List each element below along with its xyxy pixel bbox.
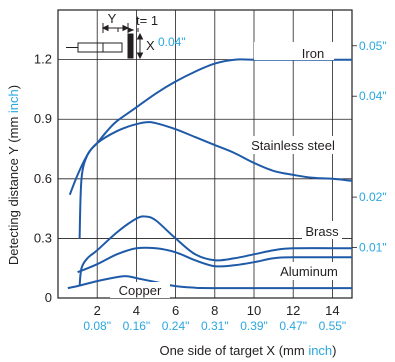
label-bg-iron <box>254 42 334 60</box>
y-tick-label: 0 <box>45 290 52 305</box>
x-tick-label: 10 <box>247 303 261 318</box>
x-tick-label: 12 <box>286 303 300 318</box>
y-secondary-tick-label: 0.01" <box>359 241 387 255</box>
t-arrow <box>127 27 135 33</box>
x-arrow-bottom <box>136 52 144 60</box>
y-arrow-left <box>101 24 109 32</box>
series-label-copper: Copper <box>119 283 162 298</box>
y-tick-label: 0.9 <box>34 111 52 126</box>
x-tick-label: 4 <box>133 303 140 318</box>
y-secondary-tick-label: 0.05" <box>359 39 387 53</box>
sensor-body <box>77 42 123 53</box>
inset-x-label: X <box>146 38 155 53</box>
inset-x-value: 0.04" <box>158 35 186 49</box>
sensor-diagram-inset: Y t= 1 X 0.04" <box>66 11 186 60</box>
x-secondary-tick-label: 0.47" <box>279 319 307 333</box>
x-tick-label: 8 <box>211 303 218 318</box>
series-line-brass <box>78 215 353 287</box>
x-axis-title-unit: inch <box>308 343 332 358</box>
y-tick-label: 1.2 <box>34 52 52 67</box>
x-secondary-tick-label: 0.55" <box>319 319 347 333</box>
y-secondary-tick-label: 0.04" <box>359 89 387 103</box>
x-arrow-top <box>136 32 144 40</box>
tick-labels: 0 0.3 0.6 0.9 1.2 0.01" 0.02" 0.04" 0.05" 20.08" 4… <box>34 39 387 333</box>
series-label-brass: Brass <box>305 224 339 239</box>
x-axis-title: One side of target X (mm inch) <box>159 343 336 358</box>
y-arrow-right <box>122 24 130 32</box>
target-plate <box>127 33 134 59</box>
label-bg-stainless <box>240 136 344 154</box>
series-line-stainless-steel <box>68 121 353 196</box>
label-bg-copper <box>110 282 170 298</box>
y-axis-title-unit: inch <box>6 89 21 113</box>
curves <box>67 58 353 290</box>
series-labels: Iron Stainless steel Brass Aluminum Copp… <box>110 42 346 298</box>
x-tick-label: 14 <box>325 303 339 318</box>
x-secondary-tick-label: 0.31" <box>201 319 229 333</box>
series-label-aluminum: Aluminum <box>280 264 338 279</box>
label-bg-brass <box>302 221 342 239</box>
y-tick-label: 0.3 <box>34 230 52 245</box>
series-label-iron: Iron <box>302 46 324 61</box>
series-label-stainless-steel: Stainless steel <box>251 138 335 153</box>
inset-thickness-label: t= 1 <box>136 13 158 28</box>
x-secondary-tick-label: 0.16" <box>123 319 151 333</box>
plot-frame <box>57 9 353 299</box>
label-bg-aluminum <box>270 262 346 280</box>
y-axis-title-close: ) <box>6 85 21 89</box>
y-axis-title: Detecting distance Y (mm inch) <box>6 85 21 265</box>
x-secondary-tick-label: 0.39" <box>240 319 268 333</box>
x-secondary-tick-label: 0.24" <box>162 319 190 333</box>
y-tick-label: 0.6 <box>34 171 52 186</box>
x-axis-title-close: ) <box>332 343 336 358</box>
x-tick-label: 2 <box>94 303 101 318</box>
y-secondary-tick-label: 0.02" <box>359 190 387 204</box>
series-line-copper <box>67 275 352 290</box>
y-axis-title-main: Detecting distance Y (mm <box>6 113 21 265</box>
x-tick-label: 6 <box>172 303 179 318</box>
inset-y-label: Y <box>108 11 117 26</box>
x-secondary-tick-label: 0.08" <box>83 319 111 333</box>
x-axis-title-main: One side of target X (mm <box>159 343 308 358</box>
series-line-aluminum <box>77 246 353 274</box>
